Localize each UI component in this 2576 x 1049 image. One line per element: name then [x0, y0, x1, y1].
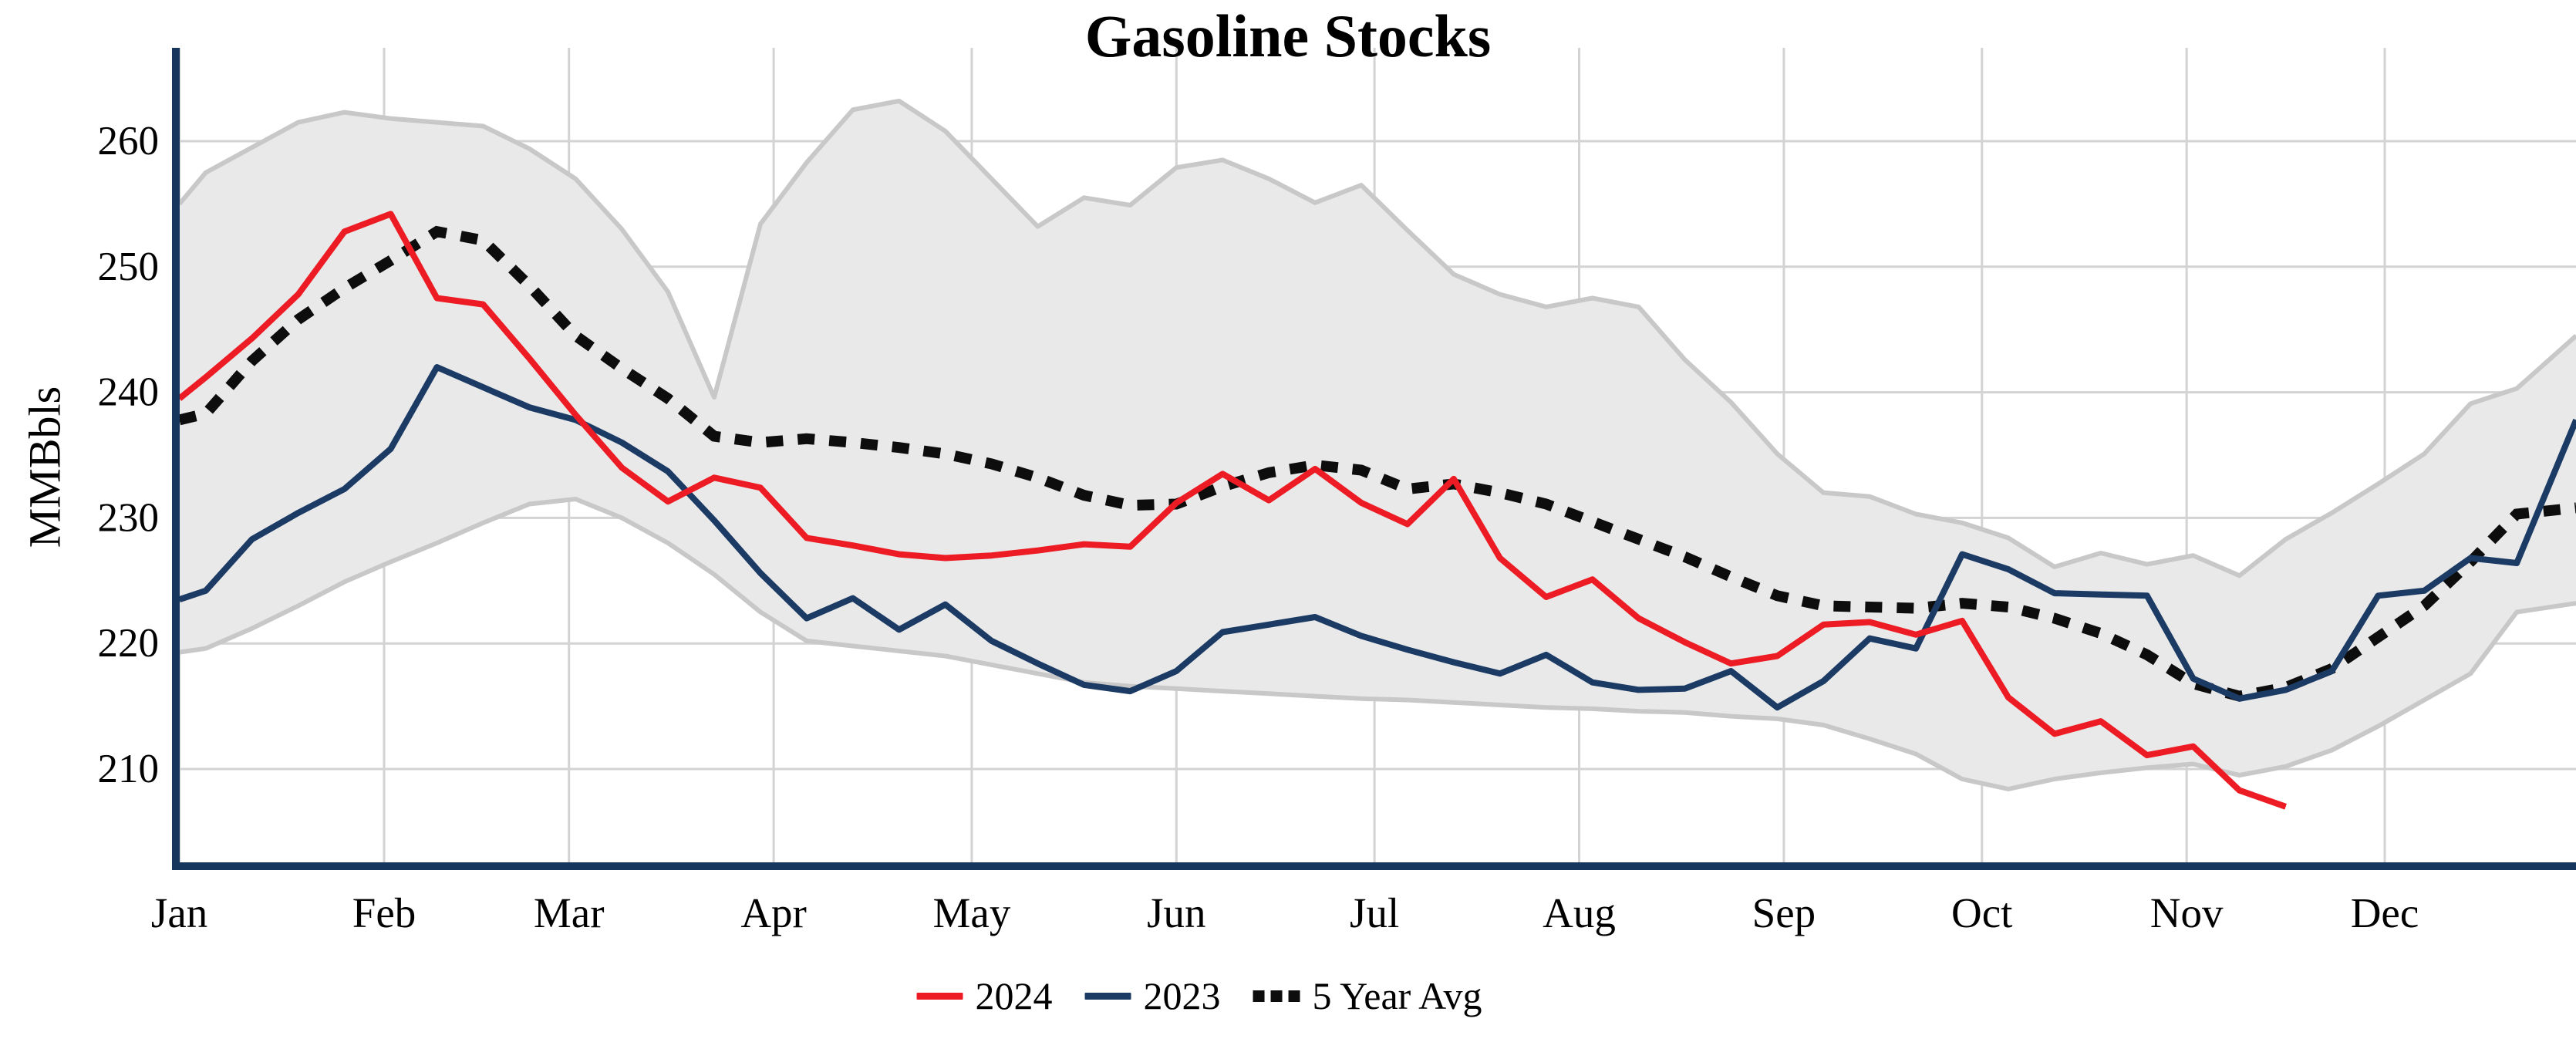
x-tick-label-feb: Feb: [352, 889, 416, 936]
x-tick-label-sep: Sep: [1752, 889, 1816, 936]
axis-tick-labels: 210 220 230 240 250 260 Jan Feb Mar Apr May Jun Jul A…: [98, 119, 2419, 936]
legend-item-2024: 2024: [916, 973, 1053, 1018]
y-tick-label-220: 220: [98, 621, 160, 666]
legend-swatch-5yr-avg-dotted: [1253, 990, 1300, 1002]
legend-label-2023: 2023: [1143, 974, 1221, 1017]
legend-label-5yr-avg: 5 Year Avg: [1312, 974, 1482, 1017]
x-tick-label-dec: Dec: [2351, 889, 2419, 936]
y-tick-label-210: 210: [98, 747, 160, 791]
legend-label-2024: 2024: [975, 974, 1053, 1017]
five-year-range-band: [179, 100, 2576, 789]
band-bottom-edge: [179, 497, 2576, 791]
x-tick-label-apr: Apr: [740, 889, 807, 936]
legend-item-2023: 2023: [1084, 973, 1221, 1018]
x-tick-label-jan: Jan: [151, 889, 207, 936]
legend: 2024 2023 5 Year Avg: [916, 973, 1482, 1018]
legend-item-5yr-avg: 5 Year Avg: [1253, 973, 1482, 1018]
y-tick-label-230: 230: [98, 495, 160, 540]
legend-swatch-2024-line: [916, 992, 963, 1000]
legend-swatch-2023-line: [1084, 992, 1131, 1000]
chart-title: Gasoline Stocks: [1084, 2, 1492, 69]
x-tick-label-oct: Oct: [1951, 889, 2012, 936]
x-tick-label-jul: Jul: [1350, 889, 1399, 936]
series-2023-line: [178, 364, 2576, 711]
x-tick-label-jun: Jun: [1147, 889, 1205, 936]
y-tick-label-250: 250: [98, 245, 160, 289]
y-tick-label-260: 260: [98, 119, 160, 164]
y-axis-label: MMBbls: [19, 386, 70, 548]
x-tick-label-nov: Nov: [2150, 889, 2224, 936]
series-2024-line: [177, 211, 2287, 810]
series-5yr-avg-line: [177, 225, 2576, 702]
y-tick-label-240: 240: [98, 370, 160, 415]
x-tick-label-mar: Mar: [534, 889, 605, 936]
x-tick-label-aug: Aug: [1543, 889, 1616, 936]
band-top-edge: [177, 98, 2576, 578]
x-tick-label-may: May: [933, 889, 1011, 936]
